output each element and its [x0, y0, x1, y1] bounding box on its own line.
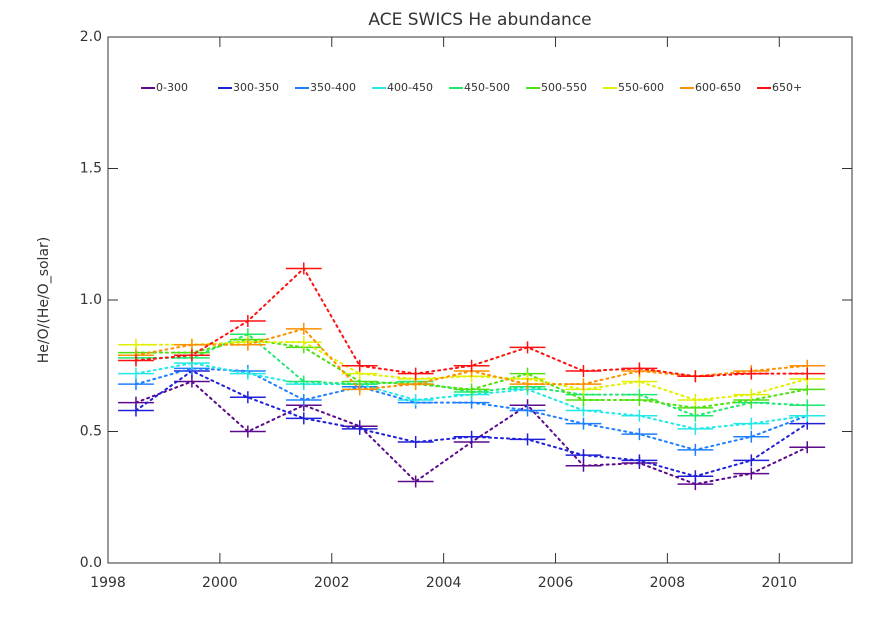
- legend-label: 350-400: [310, 81, 356, 94]
- data-point: [565, 378, 602, 391]
- data-point: [397, 378, 434, 391]
- data-point: [285, 375, 322, 388]
- data-point: [621, 375, 658, 388]
- data-point: [453, 359, 490, 372]
- data-point: [789, 409, 826, 422]
- data-point: [565, 459, 602, 472]
- data-point: [509, 341, 546, 354]
- data-point: [733, 467, 770, 480]
- data-point: [565, 417, 602, 430]
- data-point: [341, 383, 378, 396]
- x-tick-label: 1998: [90, 575, 126, 591]
- legend-label: 600-650: [695, 81, 741, 94]
- data-point: [118, 338, 154, 351]
- legend-label: 300-350: [233, 81, 279, 94]
- data-point: [677, 370, 714, 383]
- data-point: [621, 409, 658, 422]
- data-point: [733, 388, 770, 401]
- data-point: [229, 315, 266, 328]
- data-point: [285, 262, 322, 275]
- data-point: [677, 393, 714, 406]
- x-tick-label: 2000: [202, 575, 238, 591]
- data-point: [509, 404, 546, 417]
- data-point: [285, 412, 322, 425]
- y-tick-label: 0.5: [80, 424, 102, 440]
- data-point: [174, 349, 210, 362]
- plot-frame: [107, 36, 853, 564]
- data-point: [174, 375, 210, 388]
- data-point: [341, 422, 378, 435]
- data-point: [509, 433, 546, 446]
- data-point: [509, 378, 546, 391]
- data-point: [341, 359, 378, 372]
- data-point: [621, 362, 658, 375]
- data-point: [453, 430, 490, 443]
- y-tick-label: 2.0: [80, 29, 102, 45]
- y-tick-label: 1.0: [80, 292, 102, 308]
- data-point: [285, 322, 322, 335]
- data-point: [229, 338, 266, 351]
- data-point: [118, 367, 154, 380]
- data-point: [397, 367, 434, 380]
- x-tick-label: 2004: [426, 575, 462, 591]
- y-axis-label: He/O/(He/O_solar): [36, 237, 52, 363]
- data-point: [565, 404, 602, 417]
- data-point: [229, 367, 266, 380]
- data-point: [621, 454, 658, 467]
- data-point: [397, 475, 434, 488]
- legend-label: 500-550: [541, 81, 587, 94]
- data-point: [677, 443, 714, 456]
- data-point: [789, 399, 826, 412]
- data-point: [789, 383, 826, 396]
- x-tick-label: 2002: [314, 575, 350, 591]
- data-point: [733, 417, 770, 430]
- data-point: [677, 422, 714, 435]
- data-point: [118, 378, 154, 391]
- data-point: [397, 436, 434, 449]
- data-point: [733, 430, 770, 443]
- legend-label: 0-300: [156, 81, 188, 94]
- legend-label: 550-600: [618, 81, 664, 94]
- data-point: [733, 367, 770, 380]
- data-point: [621, 393, 658, 406]
- data-point: [677, 470, 714, 483]
- data-point: [229, 391, 266, 404]
- x-tick-label: 2008: [650, 575, 686, 591]
- data-point: [118, 404, 154, 417]
- y-tick-label: 0.0: [80, 555, 102, 571]
- data-point: [733, 454, 770, 467]
- data-point: [565, 393, 602, 406]
- y-tick-label: 1.5: [80, 161, 102, 177]
- legend-label: 400-450: [387, 81, 433, 94]
- x-tick-label: 2006: [538, 575, 574, 591]
- data-point: [118, 354, 154, 367]
- legend-label: 650+: [772, 81, 802, 94]
- data-point: [453, 383, 490, 396]
- data-point: [174, 338, 210, 351]
- x-tick-label: 2010: [761, 575, 797, 591]
- data-point: [229, 425, 266, 438]
- data-point: [397, 393, 434, 406]
- data-point: [789, 441, 826, 454]
- data-point: [789, 367, 826, 380]
- data-point: [285, 393, 322, 406]
- data-point: [565, 365, 602, 378]
- data-point: [565, 449, 602, 462]
- chart-title: ACE SWICS He abundance: [368, 10, 591, 30]
- legend-label: 450-500: [464, 81, 510, 94]
- data-point: [621, 428, 658, 441]
